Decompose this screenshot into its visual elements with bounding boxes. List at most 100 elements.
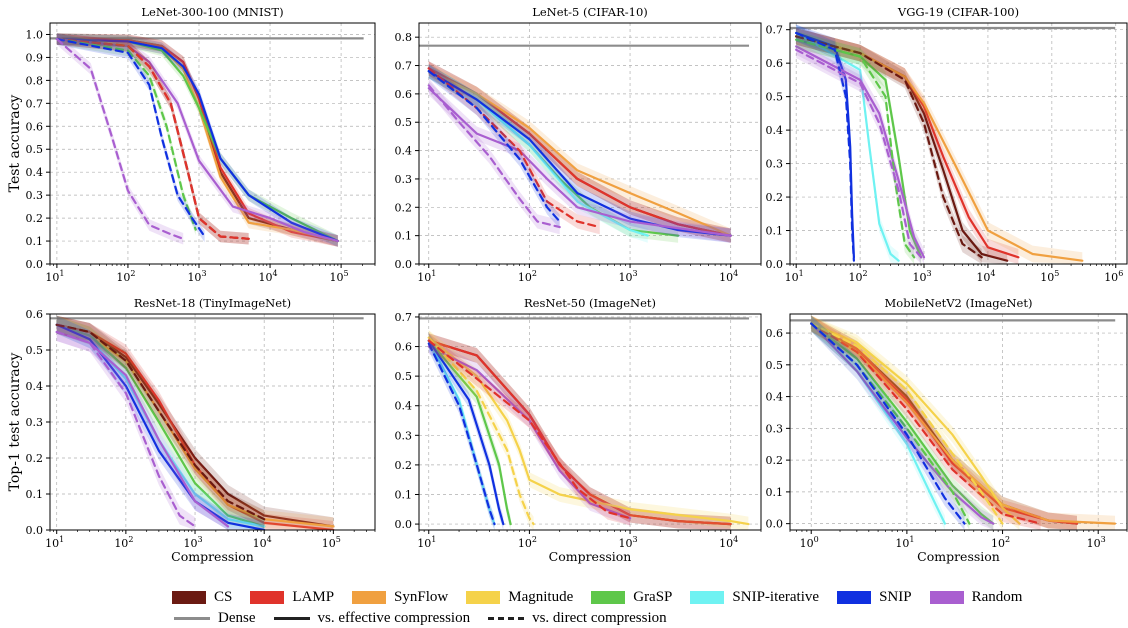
series-band-random — [56, 323, 229, 530]
series-band-random — [56, 323, 196, 530]
panel-2: 0.0 0.1 0.2 0.3 0.4 0.5 0.6 0.7 0.8 101 102 103 104 L… — [395, 5, 762, 284]
y-tick-label: 0.4 — [766, 391, 784, 404]
plot-frame — [789, 22, 1128, 265]
series-line-random-solid — [427, 87, 732, 237]
y-tick-label: 0.3 — [766, 422, 784, 435]
x-tick-label: 101 — [417, 535, 436, 550]
series-line-random-solid — [427, 345, 632, 520]
legend-styles-row: Dense vs. effective compression vs. dire… — [174, 610, 685, 627]
series-band-magnitude — [811, 315, 1003, 530]
legend-label: SNIP-iterative — [732, 589, 820, 605]
y-tick-label: 0.5 — [395, 370, 413, 383]
series-line-lamp-dashed — [427, 339, 632, 520]
panel-1: 0.0 0.1 0.2 0.3 0.4 0.5 0.6 0.7 0.8 0.9 1.0 101 102 1… — [7, 5, 376, 284]
y-tick-label: 0.6 — [395, 341, 413, 354]
x-tick-label: 102 — [114, 535, 133, 550]
x-axis-label: Compression — [171, 549, 254, 564]
x-axis-label: Compression — [549, 549, 632, 564]
y-tick-label: 0.8 — [26, 74, 44, 87]
series-line-grasp-dashed — [795, 38, 916, 259]
legend-item-synflow: SynFlow — [352, 589, 448, 606]
legend-swatch — [466, 591, 501, 604]
y-tick-label: 0.3 — [395, 173, 413, 186]
x-tick-label: 104 — [976, 269, 995, 284]
x-tick-label: 100 — [800, 535, 819, 550]
figure-canvas: 0.0 0.1 0.2 0.3 0.4 0.5 0.6 0.7 0.8 0.9 1.0 101 102 1… — [7, 5, 1128, 564]
series-line-grasp-solid — [55, 323, 266, 528]
x-tick-label: 105 — [322, 535, 341, 550]
panel-title: ResNet-50 (ImageNet) — [524, 296, 656, 310]
series-band-random — [796, 41, 922, 264]
legend-swatch — [250, 591, 285, 604]
legend-solid-swatch — [273, 617, 310, 620]
y-tick-label: 0.7 — [26, 97, 44, 110]
panel-title: LeNet-5 (CIFAR-10) — [532, 5, 648, 19]
series-line-random-solid — [795, 45, 926, 259]
legend-solid-label: vs. effective compression — [317, 610, 471, 626]
y-tick-label: 0.7 — [766, 24, 784, 37]
x-tick-label: 103 — [1087, 535, 1106, 550]
series-band-synflow — [796, 28, 1083, 264]
series-line-random-dashed — [55, 330, 197, 528]
x-tick-label: 103 — [183, 535, 202, 550]
y-tick-label: 0.1 — [395, 488, 413, 501]
legend-swatch — [929, 591, 964, 604]
legend-swatch — [172, 591, 206, 604]
legend-dashed-label: vs. direct compression — [532, 610, 667, 626]
legend-dashed-swatch — [488, 617, 525, 620]
y-tick-label: 0.6 — [766, 327, 784, 340]
series-line-random-solid — [810, 322, 995, 525]
x-axis-label: Compression — [917, 549, 1000, 564]
x-tick-label: 101 — [45, 269, 64, 284]
x-tick-label: 105 — [1040, 269, 1059, 284]
y-tick-label: 0.3 — [395, 429, 413, 442]
series-band-snip-iterative — [796, 24, 899, 264]
legend-label: Random — [971, 589, 1023, 605]
series-line-lamp-dashed — [55, 37, 250, 240]
series-band-snip — [428, 64, 731, 243]
y-tick-label: 0.9 — [26, 51, 44, 64]
y-tick-label: 0.0 — [395, 258, 413, 271]
y-tick-label: 0.2 — [26, 212, 44, 225]
series-line-grasp-dashed — [55, 37, 197, 231]
legend-item-lamp: LAMP — [250, 589, 334, 606]
series-line-random-solid — [55, 37, 339, 243]
series-line-magnitude-solid — [810, 322, 1021, 525]
x-tick-label: 101 — [895, 535, 914, 550]
y-tick-label: 0.6 — [26, 120, 44, 133]
y-tick-label: 0.1 — [766, 486, 784, 499]
series-line-snip-solid — [55, 37, 339, 243]
panel-3: 0.0 0.1 0.2 0.3 0.4 0.5 0.6 0.7 101 102 103 104 105 1… — [766, 5, 1128, 284]
series-band-cs — [796, 28, 982, 264]
y-tick-label: 0.5 — [26, 344, 44, 357]
series-band-lamp — [56, 33, 249, 245]
legend-dashed: vs. direct compression — [488, 610, 667, 627]
panel-4: 0.0 0.1 0.2 0.3 0.4 0.5 0.6 101 102 103 104 105 ResN… — [7, 296, 376, 564]
y-axis-label: Test accuracy — [7, 95, 23, 193]
series-line-snip-solid — [427, 339, 505, 526]
series-line-magnitude-solid — [427, 336, 750, 526]
series-band-random — [811, 315, 994, 530]
series-band-snip-iterative — [56, 315, 265, 530]
y-tick-label: 0.5 — [395, 116, 413, 129]
panel-title: MobileNetV2 (ImageNet) — [885, 296, 1033, 310]
legend-label: SynFlow — [394, 589, 449, 605]
series-band-random — [428, 81, 731, 243]
y-tick-label: 0.3 — [26, 189, 44, 202]
series-band-random — [56, 33, 184, 245]
y-tick-label: 0.7 — [395, 311, 413, 324]
legend-dense-label: Dense — [218, 610, 256, 626]
y-tick-label: 0.0 — [26, 524, 44, 537]
y-tick-label: 0.2 — [395, 459, 413, 472]
legend-dense: Dense — [174, 610, 256, 627]
x-tick-label: 104 — [253, 535, 272, 550]
series-band-random — [428, 78, 560, 235]
series-line-snip-iterative-solid — [795, 31, 900, 262]
series-line-cs-dashed — [55, 323, 266, 521]
y-tick-label: 0.0 — [395, 518, 413, 531]
series-band-cs — [56, 315, 265, 529]
x-tick-label: 103 — [187, 269, 206, 284]
y-tick-label: 0.2 — [766, 191, 784, 204]
legend-item-grasp: GraSP — [591, 589, 672, 606]
x-tick-label: 102 — [116, 269, 135, 284]
